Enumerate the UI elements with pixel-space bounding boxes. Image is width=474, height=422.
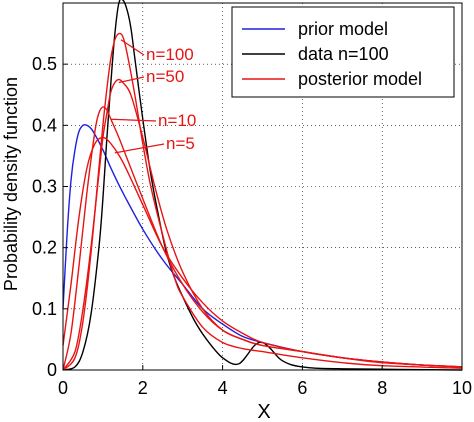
series-line-n-5 [62,136,463,368]
series-lines [62,0,463,371]
leader-n5 [114,143,165,154]
legend: prior model data n=100 posterior model [231,6,455,98]
series-line-n-10 [62,106,463,371]
legend-label-data: data n=100 [298,44,389,64]
x-tick-label: 0 [58,378,68,398]
x-tick-label: 4 [218,378,228,398]
y-tick-label: 0.3 [32,177,57,197]
legend-label-posterior: posterior model [298,69,422,89]
x-tick-label: 6 [297,378,307,398]
sample-size-annotations: n=100 n=50 n=10 n=5 [110,39,196,154]
y-tick-label: 0.2 [32,238,57,258]
y-tick-label: 0.5 [32,54,57,74]
y-tick-label: 0.4 [32,115,57,135]
axis-ticks: 0 2 4 6 8 10 0 0.1 0.2 0.3 0.4 0.5 [32,54,472,398]
annotation-n5: n=5 [166,134,195,153]
x-tick-label: 8 [377,378,387,398]
leader-n10 [110,118,157,122]
series-line-n-50 [62,78,463,371]
x-tick-label: 10 [452,378,472,398]
legend-label-prior: prior model [298,19,388,39]
annotation-n10: n=10 [158,111,196,130]
legend-box [231,6,455,98]
y-tick-label: 0.1 [32,299,57,319]
y-tick-label: 0 [47,360,57,380]
leader-n50 [118,76,145,84]
annotation-n100: n=100 [146,45,194,64]
x-tick-label: 2 [138,378,148,398]
leader-n100 [120,39,145,56]
x-axis-label: X [257,401,270,422]
y-axis-label: Probability density function [1,77,21,291]
annotation-n50: n=50 [146,67,184,86]
